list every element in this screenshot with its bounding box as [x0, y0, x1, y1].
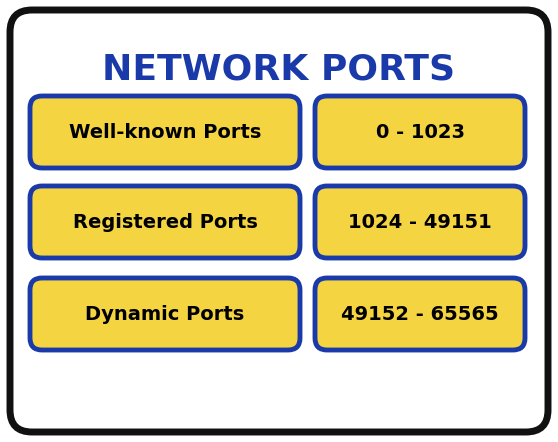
FancyBboxPatch shape [315, 278, 525, 350]
FancyBboxPatch shape [10, 10, 548, 432]
Text: 1024 - 49151: 1024 - 49151 [348, 213, 492, 232]
Text: Dynamic Ports: Dynamic Ports [85, 305, 244, 324]
FancyBboxPatch shape [315, 186, 525, 258]
FancyBboxPatch shape [30, 278, 300, 350]
Text: 49152 - 65565: 49152 - 65565 [341, 305, 499, 324]
FancyBboxPatch shape [30, 96, 300, 168]
Text: Well-known Ports: Well-known Ports [69, 122, 261, 141]
Text: 0 - 1023: 0 - 1023 [376, 122, 464, 141]
FancyBboxPatch shape [30, 186, 300, 258]
Text: Registered Ports: Registered Ports [73, 213, 257, 232]
FancyBboxPatch shape [315, 96, 525, 168]
Text: NETWORK PORTS: NETWORK PORTS [103, 53, 455, 87]
